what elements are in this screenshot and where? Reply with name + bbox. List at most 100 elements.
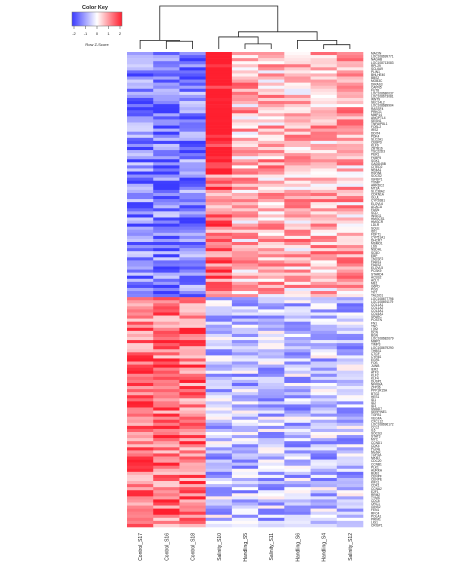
heatmap-cell: [205, 477, 233, 482]
heatmap-cell: [153, 291, 180, 295]
heatmap-cell: [336, 205, 364, 209]
row-label: LDLR: [371, 223, 380, 227]
row-label: BHLHE40: [371, 73, 385, 77]
row-label: ORC1: [371, 502, 380, 506]
heatmap-cell: [336, 340, 364, 344]
heatmap-cell: [127, 401, 154, 405]
heatmap-cell: [127, 321, 154, 326]
heatmap-cell: [336, 192, 364, 197]
heatmap-cell: [231, 73, 259, 77]
heatmap-cell: [310, 422, 338, 427]
heatmap-cell: [205, 315, 233, 319]
heatmap-cell: [310, 324, 338, 329]
row-label: DCN: [371, 330, 379, 334]
row-label: PGD: [371, 288, 379, 292]
heatmap-cell: [284, 487, 311, 491]
heatmap-cell: [310, 419, 338, 424]
heatmap-cell: [153, 70, 180, 74]
heatmap-cell: [153, 238, 180, 243]
heatmap-cell: [284, 223, 311, 227]
heatmap-cell: [179, 456, 206, 460]
heatmap-cell: [127, 367, 154, 372]
heatmap-cell: [310, 459, 338, 463]
heatmap-cell: [205, 52, 233, 56]
heatmap-cell: [258, 309, 285, 313]
heatmap-cell: [336, 251, 364, 255]
row-label: CAPN5: [371, 85, 382, 89]
heatmap-cell: [205, 318, 233, 322]
heatmap-cell: [231, 309, 259, 313]
row-label: CYP26B1: [371, 199, 385, 203]
heatmap-cell: [231, 101, 259, 105]
heatmap-cell: [127, 196, 154, 200]
heatmap-cell: [258, 229, 285, 234]
heatmap-cell: [310, 94, 338, 99]
heatmap-cell: [231, 333, 259, 338]
heatmap-cell: [127, 364, 154, 368]
heatmap-cell: [205, 113, 233, 117]
heatmap-cell: [205, 189, 233, 194]
heatmap-cell: [127, 398, 154, 402]
heatmap-cell: [284, 61, 311, 65]
heatmap-cell: [205, 456, 233, 460]
heatmap-cell: [153, 82, 180, 87]
heatmap-cell: [127, 91, 154, 96]
heatmap-cell: [127, 242, 154, 246]
row-label: PPP1R15A: [371, 389, 388, 393]
row-label: NFKBIA: [371, 383, 383, 387]
heatmap-cell: [179, 312, 206, 316]
heatmap-cell: [258, 379, 285, 384]
heatmap-cell: [310, 389, 338, 393]
heatmap-cell: [336, 153, 364, 157]
heatmap-cell: [310, 312, 338, 316]
heatmap-cell: [336, 260, 364, 264]
row-label: SGK1: [371, 159, 380, 163]
heatmap-cell: [336, 156, 364, 160]
row-label: HMGCS1: [371, 217, 385, 221]
heatmap-cell: [231, 422, 259, 427]
heatmap-cell: [284, 55, 311, 59]
heatmap-cell: [179, 214, 206, 218]
heatmap-cell: [179, 143, 206, 148]
heatmap-cell: [336, 468, 364, 473]
heatmap-cell: [205, 468, 233, 473]
row-label: TGFB1: [371, 413, 381, 417]
heatmap-cell: [336, 367, 364, 372]
heatmap-cell: [284, 465, 311, 470]
heatmap-cell: [336, 496, 364, 500]
heatmap-cell: [284, 438, 311, 442]
row-label: MACIN: [371, 52, 382, 56]
heatmap-cell: [179, 272, 206, 277]
heatmap-cell: [153, 364, 180, 368]
heatmap-cell: [258, 517, 285, 522]
heatmap-cell: [153, 355, 180, 359]
heatmap-cell: [179, 481, 206, 485]
heatmap-cell: [205, 376, 233, 381]
heatmap-cell: [127, 52, 154, 56]
heatmap-cell: [153, 52, 180, 56]
heatmap-cell: [153, 462, 180, 467]
heatmap-cell: [205, 419, 233, 424]
heatmap-cell: [231, 502, 259, 506]
heatmap-cell: [127, 134, 154, 139]
heatmap-cell: [205, 254, 233, 258]
heatmap-cell: [231, 116, 259, 120]
heatmap-cell: [153, 266, 180, 270]
heatmap-cell: [179, 303, 206, 307]
heatmap-cell: [231, 447, 259, 451]
row-label: LOC108680037: [371, 91, 394, 95]
heatmap-cell: [153, 287, 180, 292]
heatmap-cell: [127, 361, 154, 365]
heatmap-cell: [179, 281, 206, 286]
heatmap-cell: [258, 511, 285, 516]
row-label: RFC4: [371, 511, 380, 515]
heatmap-cell: [127, 229, 154, 234]
heatmap-cell: [231, 140, 259, 145]
heatmap-cell: [284, 324, 311, 329]
heatmap-cell: [231, 82, 259, 87]
heatmap-cell: [336, 502, 364, 506]
heatmap-cell: [127, 487, 154, 491]
heatmap-cell: [310, 287, 338, 292]
heatmap-cell: [336, 297, 364, 301]
heatmap-cell: [231, 465, 259, 470]
